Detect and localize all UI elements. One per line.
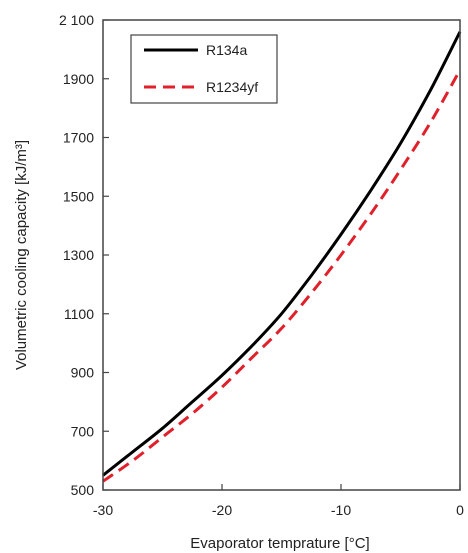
plot-frame <box>102 19 461 491</box>
x-tick-label: 0 <box>456 502 464 518</box>
y-tick-label: 1900 <box>63 71 94 87</box>
y-tick-label: 700 <box>71 423 95 439</box>
y-tick-label: 1500 <box>63 188 94 204</box>
x-tick-label: -30 <box>93 502 113 518</box>
y-tick-label: 2 100 <box>59 12 94 28</box>
legend-box <box>130 34 278 104</box>
legend-label-r134a: R134a <box>206 42 247 58</box>
y-tick-label: 1100 <box>64 306 94 322</box>
x-axis-title: Evaporator temprature [°C] <box>190 535 369 552</box>
ticks-layer: 500 700 900 1100 1300 1500 1700 1900 2 100 -30 -20… <box>59 12 464 518</box>
legend-label-r1234yf: R1234yf <box>206 79 258 95</box>
series-layer <box>102 31 462 483</box>
legend: R134a R1234yf <box>130 34 278 104</box>
y-axis-title: Volumetric cooling capacity [kJ/m³] <box>13 140 30 370</box>
series-line-r134a <box>102 31 462 477</box>
series-line-r1234yf <box>102 69 462 483</box>
y-tick-label: 1700 <box>63 130 94 146</box>
y-tick-label: 900 <box>71 365 95 381</box>
x-tick-label: -10 <box>331 502 351 518</box>
y-tick-label: 1300 <box>63 247 94 263</box>
y-tick-label: 500 <box>71 482 95 498</box>
x-tick-label: -20 <box>212 502 232 518</box>
